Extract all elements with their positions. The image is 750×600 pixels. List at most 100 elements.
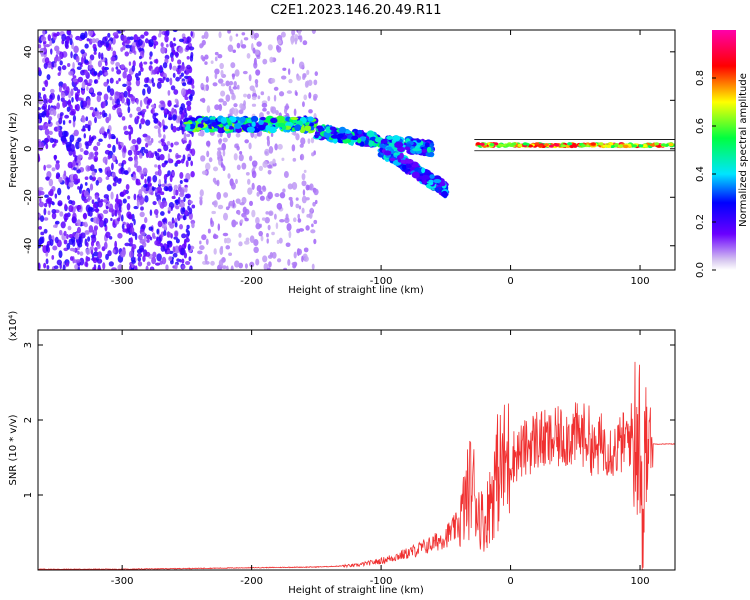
spectrogram-noise-cell	[249, 85, 255, 92]
spectrogram-noise-cell	[260, 91, 265, 96]
spectrogram-noise-cell	[54, 236, 59, 244]
spectrogram-noise-cell	[283, 171, 289, 179]
spectrogram-signal-cell	[527, 144, 533, 148]
spectrogram-noise-cell	[190, 31, 193, 37]
spectrogram-signal-cell	[479, 142, 485, 146]
spectrogram-signal-cell	[330, 134, 340, 139]
snr-x-tick-label: -300	[111, 576, 134, 587]
spectrogram-noise-cell	[88, 87, 94, 93]
spectrogram-signal-cell	[239, 116, 247, 122]
spectrogram-noise-cell	[120, 64, 125, 69]
spectrogram-noise-cell	[264, 216, 270, 224]
spectrogram-noise-cell	[62, 130, 68, 138]
spectrogram-noise-cell	[53, 154, 57, 161]
spectrogram-noise-cell	[184, 186, 188, 193]
spectrogram-noise-cell	[105, 176, 110, 181]
spectrogram-noise-cell	[111, 135, 116, 140]
spectrogram-noise-cell	[177, 65, 181, 69]
spectrogram-signal-cell	[567, 142, 573, 146]
spectrogram-noise-cell	[293, 251, 297, 259]
spectrogram-noise-cell	[86, 38, 90, 42]
spectrogram-noise-cell	[214, 72, 218, 80]
snr-panel: -300 -200 -100 0 100 1 2 3 Height of straight …	[8, 311, 676, 596]
spectrogram-noise-cell	[238, 232, 242, 238]
spectrogram-noise-cell	[112, 50, 117, 57]
snr-x-tick-label: -100	[370, 576, 393, 587]
spectrogram-noise-cell	[285, 213, 289, 221]
spectrogram-noise-cell	[185, 260, 191, 266]
spectrogram-noise-cell	[183, 240, 187, 248]
spectrogram-noise-cell	[150, 104, 156, 108]
spectrogram-noise-cell	[187, 243, 191, 251]
spectrogram-noise-cell	[185, 160, 189, 168]
spectrogram-noise-cell	[99, 127, 105, 134]
spectrogram-noise-cell	[138, 62, 143, 69]
spectrogram-noise-cell	[174, 98, 178, 103]
spectrogram-noise-cell	[140, 34, 145, 39]
spectrogram-noise-cell	[102, 156, 108, 164]
snr-y-axis: 1 2 3	[23, 342, 675, 498]
spectrogram-noise-cell	[299, 35, 303, 43]
spectrogram-noise-cell	[287, 68, 291, 75]
spectrogram-noise-cell	[42, 103, 48, 110]
spectrogram-noise-cell	[119, 94, 123, 102]
spectrogram-noise-cell	[157, 148, 162, 153]
spectrogram-noise-cell	[201, 170, 208, 175]
spectrogram-noise-cell	[88, 225, 94, 233]
spectrogram-noise-cell	[75, 55, 80, 63]
spectrogram-noise-cell	[38, 140, 42, 148]
spectrogram-noise-cell	[121, 223, 125, 230]
spectrogram-noise-cell	[309, 183, 314, 191]
spectrogram-signal-cell	[342, 138, 349, 144]
spectrogram-noise-cell	[99, 168, 103, 173]
spectrogram-noise-cell	[98, 138, 103, 143]
spectrogram-noise-cell	[44, 43, 51, 48]
spectrogram-noise-cell	[239, 202, 245, 206]
spectrogram-noise-cell	[139, 123, 142, 130]
spectrogram-noise-cell	[187, 156, 192, 162]
spectrogram-signal-cell	[649, 143, 655, 147]
spectrogram-noise-cell	[295, 91, 298, 96]
spectrogram-noise-cell	[201, 43, 205, 47]
spectrogram-noise-cell	[185, 228, 189, 233]
spectrogram-noise-cell	[267, 224, 271, 231]
spectrogram-noise-cell	[267, 267, 271, 270]
spectrogram-noise-cell	[220, 158, 224, 162]
spectrogram-noise-cell	[130, 95, 136, 102]
spectrogram-noise-cell	[118, 77, 121, 82]
spectrogram-signal-cell	[268, 126, 277, 134]
spectrogram-noise-cell	[279, 192, 286, 199]
spectrogram-noise-cell	[225, 237, 232, 244]
spectrogram-signal-cell	[357, 129, 363, 135]
spectrogram-noise-cell	[107, 250, 112, 257]
spectrogram-signal-cell	[386, 135, 394, 140]
spectrogram-noise-cell	[158, 133, 162, 138]
spectrogram-noise-cell	[244, 208, 250, 215]
spectrogram-signal-cell	[351, 135, 359, 141]
spectrogram-noise-cell	[229, 88, 234, 95]
spectrogram-noise-cell	[103, 241, 108, 250]
spectrogram-noise-cell	[182, 207, 186, 213]
spectrogram-noise-cell	[137, 39, 143, 46]
spectrogram-noise-cell	[117, 264, 122, 270]
spectrogram-noise-cell	[247, 178, 251, 185]
spectrogram-noise-cell	[220, 90, 226, 97]
spectrogram-noise-cell	[164, 222, 167, 230]
spectrogram-noise-cell	[50, 48, 53, 55]
spectrogram-noise-cell	[173, 141, 179, 146]
spectrogram-noise-cell	[124, 242, 130, 247]
spectrogram-signal-cell	[416, 139, 422, 143]
spectrogram-noise-cell	[244, 263, 248, 269]
spectrogram-noise-cell	[169, 40, 174, 48]
spectrogram-noise-cell	[58, 129, 64, 138]
spectrogram-noise-cell	[120, 214, 124, 222]
spectrogram-noise-cell	[239, 150, 243, 155]
spectrogram-noise-cell	[93, 145, 99, 152]
spectrogram-noise-cell	[38, 201, 45, 208]
spectrogram-noise-cell	[254, 78, 259, 85]
spectrogram-noise-cell	[254, 32, 260, 39]
spectrogram-signal-cell	[404, 146, 411, 151]
spectrogram-noise-cell	[117, 217, 121, 222]
spectrogram-noise-cell	[46, 111, 49, 117]
spectrogram-noise-cell	[230, 182, 236, 190]
